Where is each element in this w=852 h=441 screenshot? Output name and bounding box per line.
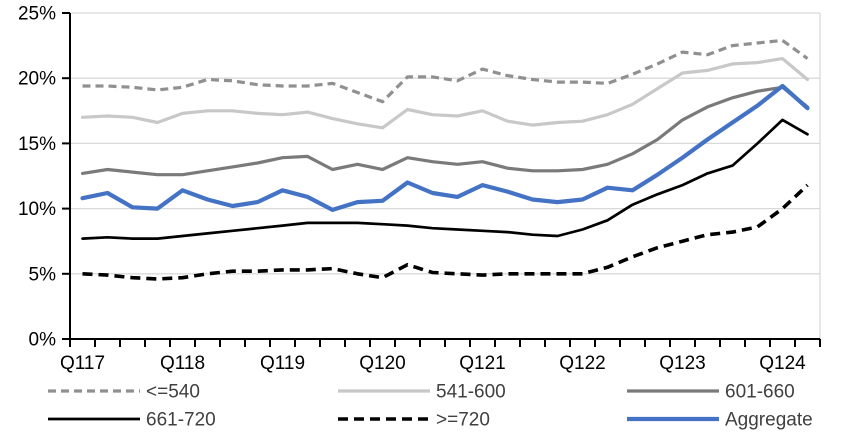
series-line-720 [82, 183, 809, 281]
y-tick-label: 10% [18, 199, 56, 220]
x-tick-label: Q121 [459, 353, 505, 374]
x-tick-label: Q117 [60, 353, 105, 374]
legend-label-540: <=540 [146, 382, 200, 403]
series-line-aggregate [80, 83, 810, 212]
legend-item-540: <=540 [48, 382, 200, 403]
legend-label-601-660: 601-660 [725, 382, 795, 403]
y-tick-label: 20% [18, 69, 56, 90]
legend-label-661-720: 661-720 [146, 410, 216, 431]
x-tick-label: Q118 [160, 353, 205, 374]
y-tick-label: 15% [18, 134, 56, 155]
y-tick-label: 0% [29, 330, 57, 351]
x-tick-label: Q123 [659, 353, 705, 374]
y-tick-label: 5% [29, 264, 57, 285]
legend-item-601-660: 601-660 [627, 382, 795, 403]
legend-item-541-600: 541-600 [338, 382, 506, 403]
x-tick-label: Q120 [359, 353, 405, 374]
y-tick-label: 25% [18, 4, 56, 25]
x-tick-label: Q122 [559, 353, 605, 374]
legend-label-541-600: 541-600 [436, 382, 506, 403]
legend-label-aggregate: Aggregate [725, 410, 813, 431]
series-line-661-720 [81, 118, 809, 240]
series-line-540 [82, 38, 809, 104]
series-line-541-600 [80, 56, 810, 130]
x-tick-label: Q124 [759, 353, 806, 374]
x-tick-label: Q119 [260, 353, 305, 374]
legend-label-720: >=720 [436, 410, 490, 431]
legend-item-720: >=720 [338, 410, 490, 431]
legend-item-aggregate: Aggregate [627, 410, 813, 431]
legend-item-661-720: 661-720 [48, 410, 216, 431]
series-line-601-660 [80, 85, 810, 177]
